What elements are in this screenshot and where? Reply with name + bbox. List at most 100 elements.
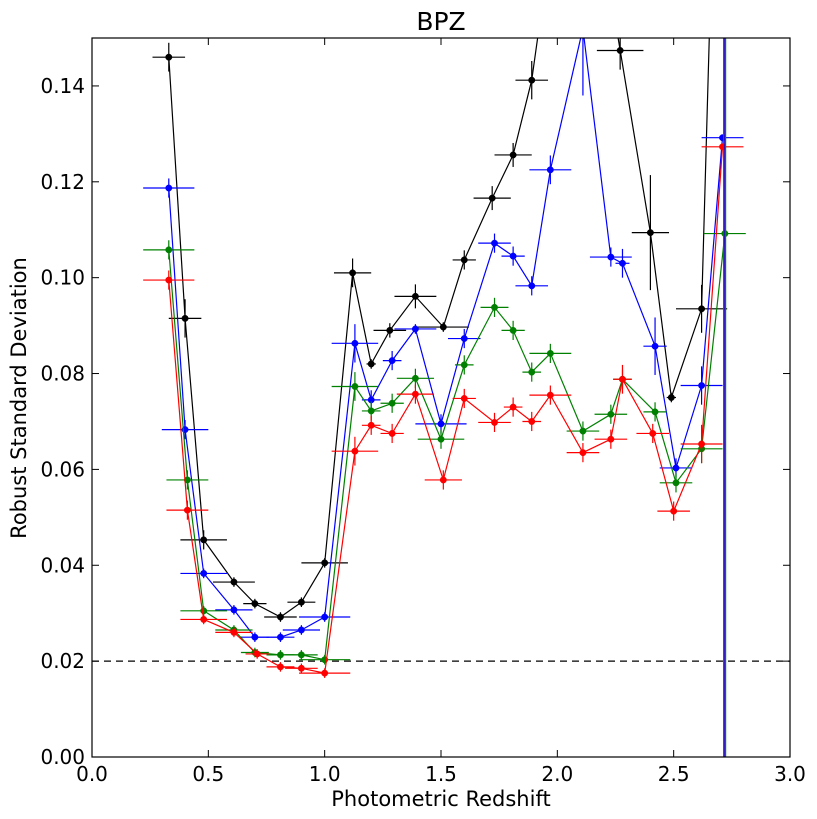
series-0: [152, 38, 728, 622]
data-point: [351, 447, 359, 455]
data-point: [649, 430, 657, 437]
data-point: [616, 47, 624, 54]
data-layer: [143, 38, 746, 757]
data-point: [488, 194, 496, 202]
data-point: [251, 600, 259, 608]
data-point: [183, 476, 191, 484]
data-point: [411, 325, 419, 333]
data-point: [439, 323, 447, 331]
data-point: [619, 375, 626, 383]
data-point: [546, 391, 554, 399]
data-point: [509, 252, 517, 260]
x-tick-label: 1.5: [425, 762, 457, 786]
data-point: [386, 326, 394, 334]
data-point: [698, 382, 706, 389]
data-point: [460, 395, 468, 402]
data-point: [460, 256, 468, 264]
x-tick-label: 2.5: [658, 762, 690, 786]
data-point: [651, 408, 659, 416]
plot-frame: [91, 37, 791, 758]
data-point: [297, 626, 305, 634]
data-point: [277, 613, 284, 621]
data-point: [619, 259, 626, 267]
data-point: [672, 479, 680, 487]
data-point: [251, 633, 259, 641]
y-tick-label: 0.10: [40, 266, 85, 290]
data-point: [277, 651, 284, 659]
data-point: [528, 76, 536, 84]
data-point: [579, 427, 587, 435]
data-point: [200, 615, 208, 623]
data-point: [607, 410, 615, 418]
data-point: [367, 360, 375, 368]
y-tick-label: 0.00: [40, 745, 85, 769]
data-point: [321, 669, 329, 677]
data-point: [528, 282, 536, 290]
data-point: [460, 361, 468, 369]
data-point: [607, 435, 615, 443]
data-point: [670, 507, 678, 515]
data-point: [349, 269, 357, 277]
data-point: [646, 229, 654, 237]
series-line: [168, 38, 710, 618]
data-point: [181, 314, 189, 322]
data-point: [388, 399, 396, 407]
data-point: [546, 166, 554, 174]
data-point: [411, 374, 419, 382]
y-tick-label: 0.06: [40, 457, 85, 481]
data-point: [230, 578, 238, 586]
x-tick-label: 1.0: [309, 762, 341, 786]
data-point: [351, 339, 359, 347]
y-tick-label: 0.04: [40, 553, 85, 577]
x-tick-label: 0.5: [192, 762, 224, 786]
series-3: [143, 143, 744, 678]
data-point: [321, 559, 329, 567]
data-point: [200, 607, 208, 615]
x-tick-label: 0.0: [76, 762, 108, 786]
data-point: [528, 368, 536, 376]
data-point: [200, 536, 208, 544]
data-point: [439, 476, 447, 484]
data-point: [277, 663, 284, 671]
y-axis-label: Robust Standard Deviation: [7, 257, 31, 539]
data-point: [165, 276, 173, 284]
data-point: [297, 664, 305, 672]
chart-title: BPZ: [416, 7, 465, 36]
data-point: [321, 613, 329, 621]
data-point: [698, 305, 706, 313]
data-point: [200, 569, 208, 577]
data-point: [367, 421, 375, 429]
data-point: [297, 598, 305, 606]
data-point: [509, 151, 517, 159]
data-point: [509, 403, 517, 411]
data-point: [667, 394, 675, 401]
data-point: [388, 357, 396, 365]
data-point: [546, 349, 554, 357]
data-point: [411, 292, 419, 300]
data-point: [165, 246, 173, 254]
data-point: [491, 303, 498, 311]
data-point: [165, 53, 173, 61]
data-point: [297, 651, 305, 659]
data-point: [230, 628, 238, 636]
y-tick-label: 0.02: [40, 649, 85, 673]
y-tick-label: 0.14: [40, 74, 85, 98]
data-point: [651, 342, 659, 350]
data-point: [367, 407, 375, 415]
data-point: [509, 326, 517, 334]
data-point: [277, 633, 284, 641]
data-point: [253, 650, 261, 658]
data-point: [437, 420, 445, 428]
data-point: [607, 253, 615, 261]
data-point: [165, 184, 173, 192]
data-point: [491, 418, 498, 426]
data-point: [437, 435, 445, 443]
data-point: [411, 390, 419, 398]
data-point: [491, 239, 498, 247]
data-point: [230, 606, 238, 614]
data-point: [388, 430, 396, 437]
data-point: [579, 449, 587, 457]
data-point: [698, 440, 706, 448]
